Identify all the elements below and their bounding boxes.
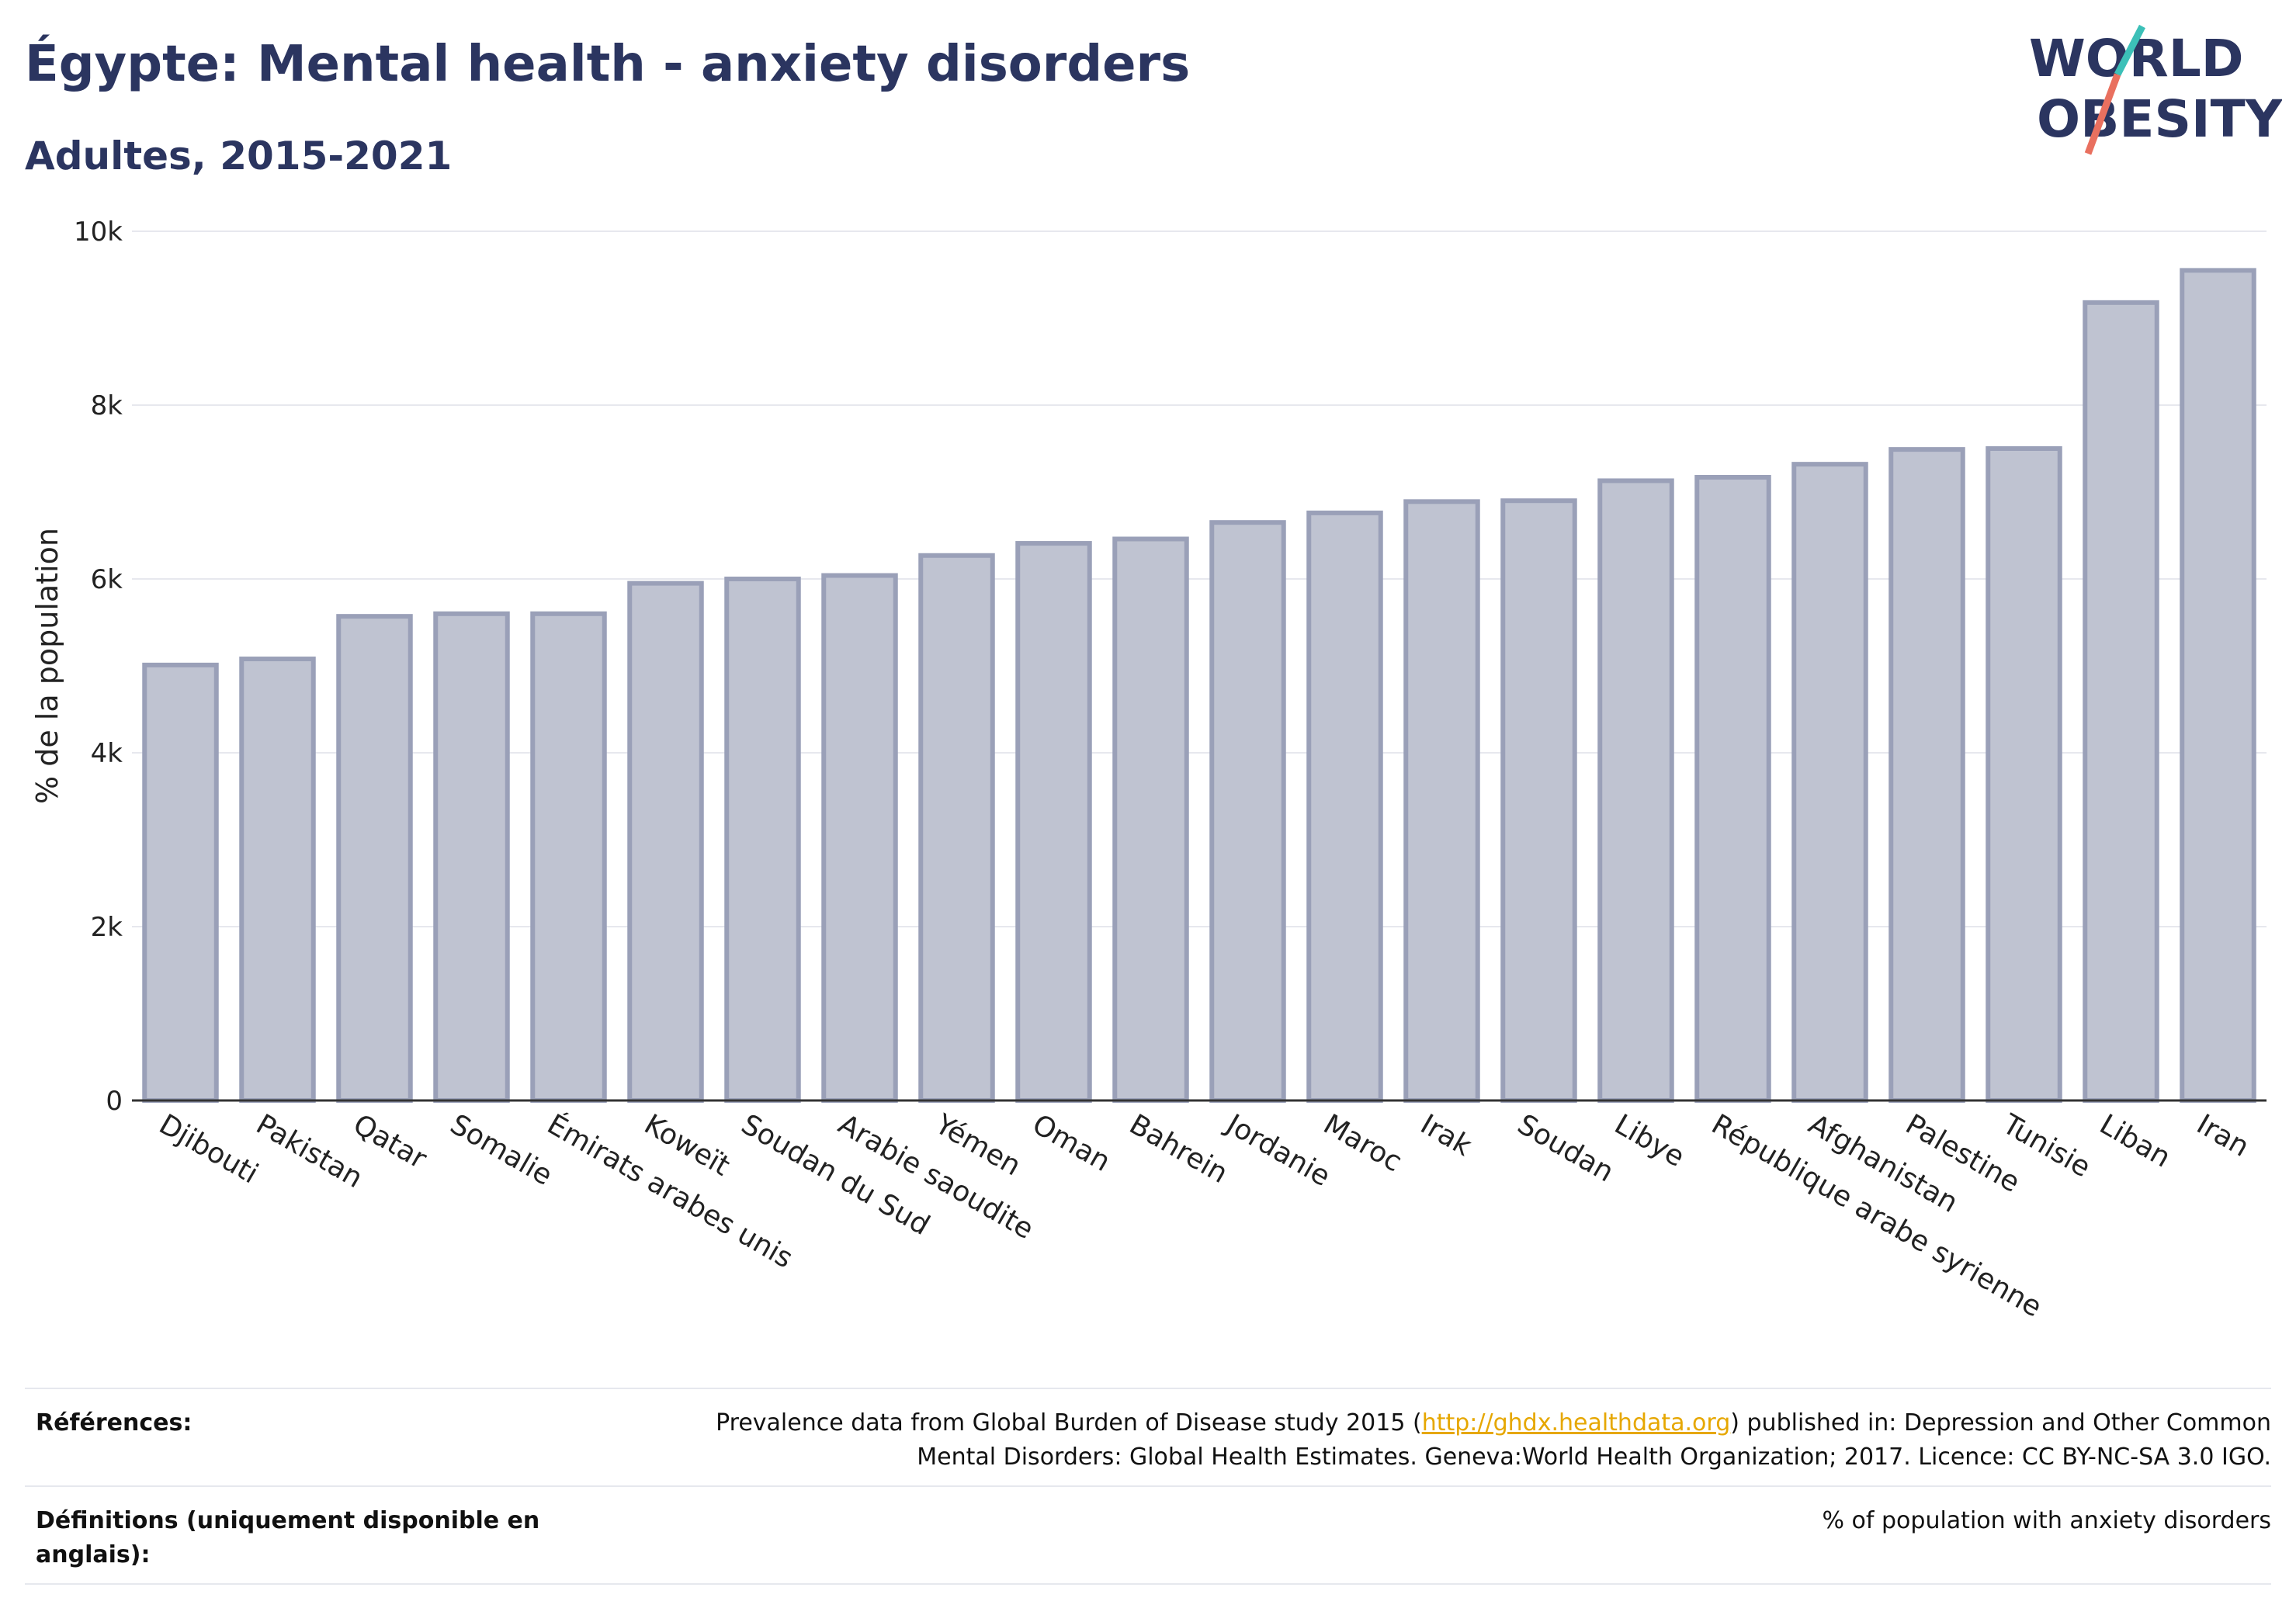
bar-chart: 0 2k 4k 6k 8k 10k % de la population DjiboutiPa… xyxy=(30,217,2267,1324)
x-tick-label: République arabe syrienne xyxy=(1706,1108,2047,1323)
definitions-label: Définitions (uniquement disponible en an… xyxy=(36,1504,539,1572)
y-tick-label: 4k xyxy=(91,738,123,769)
chart-title: Égypte: Mental health - anxiety disorder… xyxy=(25,36,1191,93)
bar-oman xyxy=(1015,541,1092,1103)
world-obesity-logo: WORLD OBESITY xyxy=(2029,24,2282,155)
bar-qatar xyxy=(336,614,413,1103)
bar-tunisie xyxy=(1986,446,2062,1103)
references-text-line2: Mental Disorders: Global Health Estimate… xyxy=(917,1444,2271,1471)
bar-liban xyxy=(2083,300,2159,1104)
x-tick-label: Djibouti xyxy=(154,1108,263,1190)
x-tick-label: Oman xyxy=(1027,1108,1115,1178)
bar-irak xyxy=(1403,499,1480,1103)
y-tick-label: 10k xyxy=(74,217,123,248)
references-table: Références: Prevalence data from Global … xyxy=(25,1388,2271,1585)
logo-text-obesity: OBESITY xyxy=(2037,89,2282,149)
references-label: Références: xyxy=(36,1409,192,1437)
bar-maroc xyxy=(1306,510,1383,1103)
bar-libye xyxy=(1597,478,1674,1103)
references-text-before: Prevalence data from Global Burden of Di… xyxy=(716,1409,1422,1437)
bar-afghanistan xyxy=(1791,462,1868,1103)
bar-soudan xyxy=(1500,498,1577,1103)
y-tick-label: 8k xyxy=(91,390,123,421)
x-tick-label: Pakistan xyxy=(251,1108,368,1194)
bar--mirats-arabes-unis xyxy=(530,611,607,1103)
bar-soudan-du-sud xyxy=(724,577,801,1103)
x-tick-label: Soudan xyxy=(1512,1108,1619,1188)
references-text: Prevalence data from Global Burden of Di… xyxy=(716,1406,2271,1475)
definitions-label-line2: anglais): xyxy=(36,1541,151,1568)
definitions-label-line1: Définitions (uniquement disponible en xyxy=(36,1507,540,1534)
x-tick-label: Irak xyxy=(1415,1108,1477,1163)
bar-iran xyxy=(2180,268,2256,1103)
y-tick-label: 2k xyxy=(91,912,123,943)
bar-kowe-t xyxy=(627,581,704,1103)
bar-jordanie xyxy=(1209,520,1286,1103)
bar-pakistan xyxy=(239,657,316,1103)
x-tick-label: Bahrein xyxy=(1124,1108,1233,1190)
logo-slash-teal xyxy=(2114,24,2145,77)
bar-y-men xyxy=(918,553,995,1103)
x-tick-label: Somalie xyxy=(445,1108,557,1192)
chart-subtitle: Adultes, 2015-2021 xyxy=(25,133,453,178)
definitions-text: % of population with anxiety disorders xyxy=(1822,1507,2271,1534)
bar-r-publique-arabe-syrienne xyxy=(1694,474,1771,1103)
x-tick-label: Liban xyxy=(2094,1108,2176,1173)
bar-bahrein xyxy=(1112,536,1189,1103)
logo-slash-red xyxy=(2084,73,2121,155)
bar-somalie xyxy=(433,611,510,1103)
y-axis-title: % de la population xyxy=(30,528,64,804)
x-tick-label: Jordanie xyxy=(1219,1107,1335,1193)
y-tick-label: 6k xyxy=(91,564,123,595)
references-link[interactable]: http://ghdx.healthdata.org xyxy=(1421,1409,1731,1437)
bar-djibouti xyxy=(142,662,219,1103)
bar-arabie-saoudite xyxy=(821,573,898,1103)
x-tick-label: Libye xyxy=(1609,1108,1690,1173)
references-row: Références: Prevalence data from Global … xyxy=(25,1388,2271,1485)
y-tick-label: 0 xyxy=(106,1086,123,1117)
definitions-row: Définitions (uniquement disponible en an… xyxy=(25,1485,2271,1585)
x-tick-label: Iran xyxy=(2191,1108,2254,1163)
bar-palestine xyxy=(1888,447,1965,1103)
references-text-after: ) published in: Depression and Other Com… xyxy=(1730,1409,2271,1437)
